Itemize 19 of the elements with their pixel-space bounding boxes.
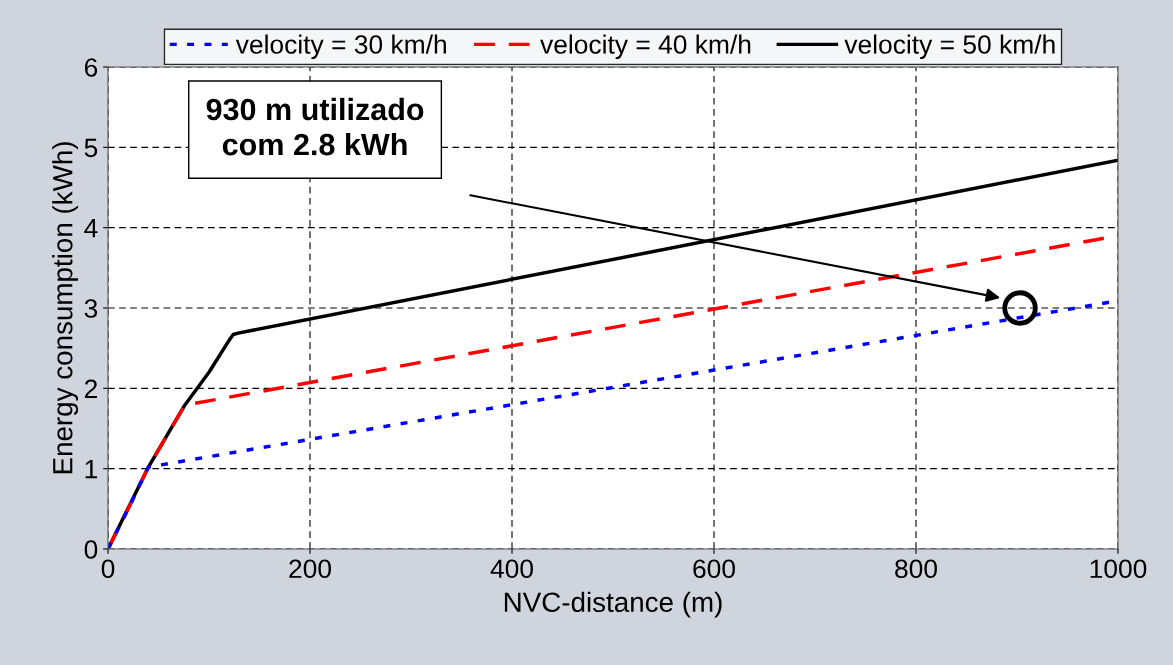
y-tick-label: 2 [84, 379, 97, 398]
x-tick-label: 200 [289, 559, 331, 579]
y-axis-title: Energy consumption (kWh) [52, 142, 79, 474]
y-tick-label: 0 [84, 540, 98, 559]
x-tick-label: 600 [693, 559, 735, 579]
y-tick-label: 5 [84, 138, 98, 158]
legend-label: velocity = 50 km/h [844, 34, 1055, 60]
x-tick-label: 0 [101, 559, 115, 579]
y-tick-label: 4 [84, 219, 98, 238]
y-tick-label: 6 [84, 58, 98, 77]
legend-label: velocity = 30 km/h [235, 34, 446, 60]
x-tick-label: 400 [490, 559, 533, 579]
x-axis-title: NVC-distance (m) [504, 591, 722, 618]
y-tick-label: 3 [84, 299, 98, 318]
x-tick-label: 1000 [1090, 559, 1147, 579]
legend-label: velocity = 40 km/h [540, 34, 751, 60]
x-tick-label: 800 [895, 559, 937, 579]
annotation: 930 m utilizado com 2.8 kWh [206, 97, 424, 156]
y-tick-label: 1 [85, 460, 97, 479]
